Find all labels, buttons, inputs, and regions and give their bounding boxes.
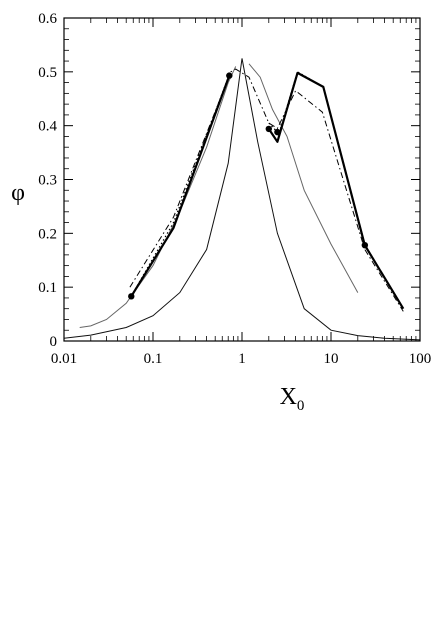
x-tick-label: 0.01: [51, 351, 77, 367]
y-tick-label: 0.1: [38, 280, 57, 296]
y-tick-label: 0.3: [38, 173, 57, 189]
y-tick-label: 0: [50, 334, 58, 350]
x-tick-label: 100: [409, 351, 432, 367]
y-tick-label: 0.5: [38, 65, 57, 81]
data-point-marker: [361, 241, 369, 249]
series-lines: [63, 58, 421, 341]
y-axis-label: φ: [11, 180, 25, 206]
data-point-marker: [274, 128, 281, 136]
y-tick-label: 0.2: [38, 226, 57, 242]
data-point-marker: [226, 72, 233, 79]
x-axis-label-subscript: 0: [297, 398, 305, 414]
series-line-3: [130, 71, 405, 310]
x-axis-label-main: X: [280, 384, 297, 410]
series-markers: [128, 72, 369, 300]
x-tick-label: 0.1: [144, 351, 163, 367]
plot-frame: [63, 17, 421, 342]
x-tick-label: 1: [238, 351, 246, 367]
series-line-1: [63, 58, 421, 341]
axis-ticks: [63, 17, 421, 342]
series-line-5: [129, 68, 404, 312]
data-point-marker: [265, 125, 272, 133]
x-tick-label: 10: [324, 351, 339, 367]
x-axis-label: X0: [280, 384, 305, 414]
y-tick-label: 0.6: [38, 11, 57, 27]
tick-labels: 0.01 0.1 1 10 100 0 0.1 0.2 0.3 0.4 0.5 0.6: [38, 11, 431, 367]
series-line-2: [79, 63, 359, 328]
y-tick-label: 0.4: [38, 119, 57, 135]
data-point-marker: [128, 293, 135, 300]
